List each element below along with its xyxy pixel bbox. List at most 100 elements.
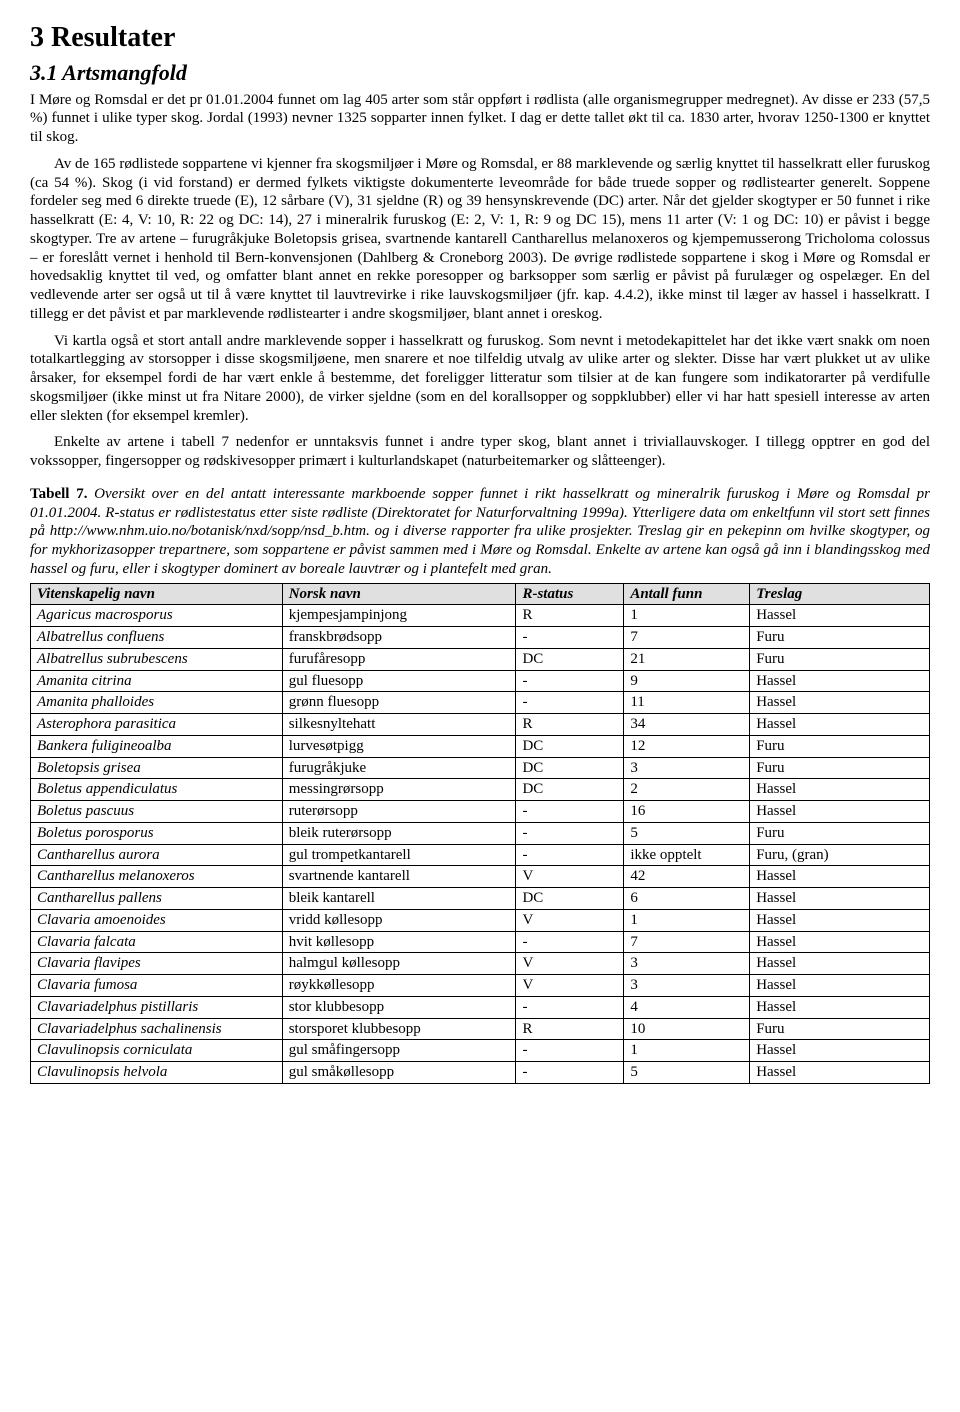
table-cell: Albatrellus confluens [31, 627, 283, 649]
table-cell: DC [516, 888, 624, 910]
table-cell: Cantharellus aurora [31, 844, 283, 866]
table-cell: R [516, 1018, 624, 1040]
table-row: Cantharellus pallensbleik kantarellDC6Ha… [31, 888, 930, 910]
table-cell: Clavariadelphus pistillaris [31, 996, 283, 1018]
table-cell: 7 [624, 931, 750, 953]
table-cell: Clavariadelphus sachalinensis [31, 1018, 283, 1040]
table-cell: V [516, 975, 624, 997]
table-cell: DC [516, 757, 624, 779]
table-cell: grønn fluesopp [282, 692, 516, 714]
table-cell: gul fluesopp [282, 670, 516, 692]
table-cell: halmgul køllesopp [282, 953, 516, 975]
table-cell: vridd køllesopp [282, 909, 516, 931]
table-row: Albatrellus subrubescensfurufåresoppDC21… [31, 648, 930, 670]
table-cell: Clavaria flavipes [31, 953, 283, 975]
table-cell: Bankera fuligineoalba [31, 735, 283, 757]
table-cell: 16 [624, 801, 750, 823]
table-cell: V [516, 909, 624, 931]
table-cell: Boletopsis grisea [31, 757, 283, 779]
table-cell: DC [516, 779, 624, 801]
table-cell: Hassel [750, 1040, 930, 1062]
table-cell: franskbrødsopp [282, 627, 516, 649]
table-cell: kjempesjampinjong [282, 605, 516, 627]
table-cell: V [516, 953, 624, 975]
table-cell: Boletus porosporus [31, 822, 283, 844]
table-cell: gul trompetkantarell [282, 844, 516, 866]
table-cell: Hassel [750, 692, 930, 714]
table-cell: - [516, 1062, 624, 1084]
paragraph-3: Vi kartla også et stort antall andre mar… [30, 332, 930, 426]
table-cell: Agaricus macrosporus [31, 605, 283, 627]
paragraph-4: Enkelte av artene i tabell 7 nedenfor er… [30, 433, 930, 471]
table-cell: ikke opptelt [624, 844, 750, 866]
table-cell: - [516, 844, 624, 866]
table-cell: Hassel [750, 931, 930, 953]
table-row: Cantharellus melanoxerossvartnende kanta… [31, 866, 930, 888]
table-cell: Clavaria fumosa [31, 975, 283, 997]
table-cell: 11 [624, 692, 750, 714]
table-cell: Boletus pascuus [31, 801, 283, 823]
table-cell: - [516, 692, 624, 714]
table-cell: hvit køllesopp [282, 931, 516, 953]
paragraph-2: Av de 165 rødlistede soppartene vi kjenn… [30, 155, 930, 324]
table-cell: Hassel [750, 888, 930, 910]
table-cell: 3 [624, 953, 750, 975]
table-cell: Hassel [750, 953, 930, 975]
section-heading: 3 Resultater [30, 20, 930, 55]
table-cell: 42 [624, 866, 750, 888]
table-cell: 1 [624, 1040, 750, 1062]
table-row: Asterophora parasiticasilkesnyltehattR34… [31, 714, 930, 736]
table-cell: Hassel [750, 714, 930, 736]
table-cell: Cantharellus melanoxeros [31, 866, 283, 888]
table-cell: - [516, 670, 624, 692]
table-cell: Furu, (gran) [750, 844, 930, 866]
table-row: Clavulinopsis corniculatagul småfingerso… [31, 1040, 930, 1062]
table-cell: 10 [624, 1018, 750, 1040]
table-row: Clavariadelphus sachalinensisstorsporet … [31, 1018, 930, 1040]
table-cell: ruterørsopp [282, 801, 516, 823]
table-cell: stor klubbesopp [282, 996, 516, 1018]
table-cell: gul småfingersopp [282, 1040, 516, 1062]
table-cell: Hassel [750, 866, 930, 888]
table-cell: Amanita phalloides [31, 692, 283, 714]
table-row: Clavaria fumosarøykkøllesoppV3Hassel [31, 975, 930, 997]
table-cell: 7 [624, 627, 750, 649]
species-table: Vitenskapelig navnNorsk navnR-statusAnta… [30, 583, 930, 1084]
table-cell: Boletus appendiculatus [31, 779, 283, 801]
table-cell: V [516, 866, 624, 888]
table-cell: 6 [624, 888, 750, 910]
table-cell: Amanita citrina [31, 670, 283, 692]
table-cell: Cantharellus pallens [31, 888, 283, 910]
table-cell: Asterophora parasitica [31, 714, 283, 736]
table-cell: - [516, 996, 624, 1018]
table-cell: - [516, 627, 624, 649]
table-cell: 1 [624, 605, 750, 627]
table-cell: bleik kantarell [282, 888, 516, 910]
table-cell: silkesnyltehatt [282, 714, 516, 736]
table-caption-text: Oversikt over en del antatt interessante… [30, 486, 930, 577]
table-cell: Hassel [750, 996, 930, 1018]
table-cell: furugråkjuke [282, 757, 516, 779]
table-cell: Albatrellus subrubescens [31, 648, 283, 670]
table-cell: 3 [624, 757, 750, 779]
table-cell: 3 [624, 975, 750, 997]
table-cell: 1 [624, 909, 750, 931]
table-row: Boletus pascuusruterørsopp-16Hassel [31, 801, 930, 823]
table-header-cell: Norsk navn [282, 583, 516, 605]
table-row: Amanita citrinagul fluesopp-9Hassel [31, 670, 930, 692]
table-header-cell: Vitenskapelig navn [31, 583, 283, 605]
table-caption: Tabell 7. Oversikt over en del antatt in… [30, 485, 930, 579]
table-cell: - [516, 801, 624, 823]
table-row: Cantharellus auroragul trompetkantarell-… [31, 844, 930, 866]
table-cell: Furu [750, 822, 930, 844]
table-cell: Clavaria falcata [31, 931, 283, 953]
table-header-row: Vitenskapelig navnNorsk navnR-statusAnta… [31, 583, 930, 605]
table-cell: 2 [624, 779, 750, 801]
table-row: Amanita phalloidesgrønn fluesopp-11Hasse… [31, 692, 930, 714]
table-cell: lurvesøtpigg [282, 735, 516, 757]
table-cell: Furu [750, 648, 930, 670]
table-cell: - [516, 1040, 624, 1062]
table-cell: Furu [750, 735, 930, 757]
table-cell: DC [516, 735, 624, 757]
table-row: Clavaria amoenoidesvridd køllesoppV1Hass… [31, 909, 930, 931]
